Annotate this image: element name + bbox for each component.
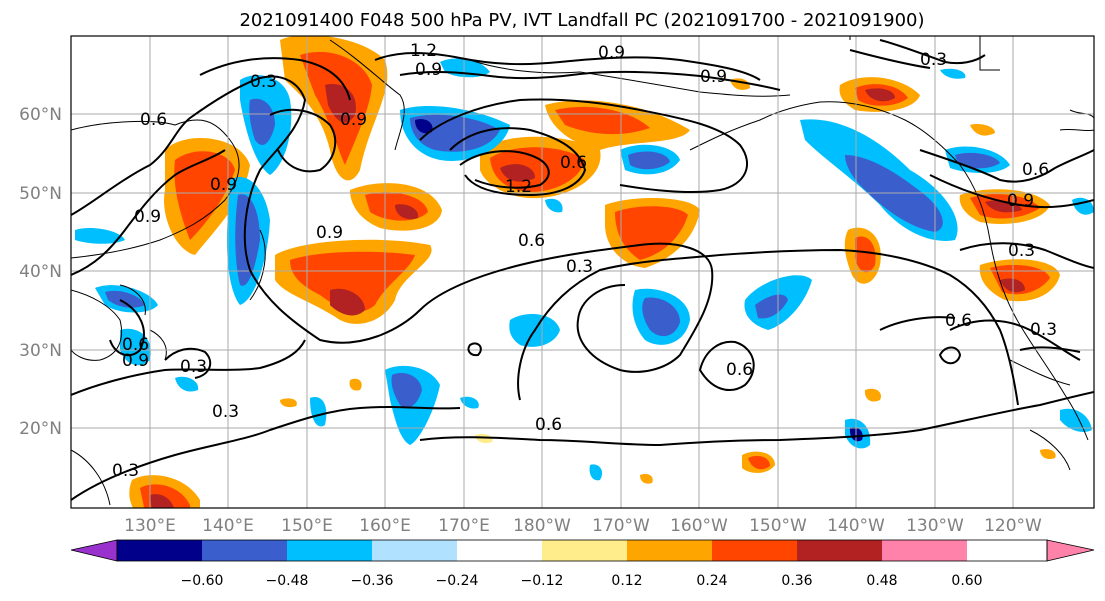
colorbar-segment xyxy=(287,540,372,561)
figure-title: 2021091400 F048 500 hPa PV, IVT Landfall… xyxy=(239,10,924,31)
contour-label: 0.6 xyxy=(140,110,167,130)
lon-label: 180°W xyxy=(513,516,571,536)
colorbar-tick-label: −0.36 xyxy=(351,573,394,589)
colorbar-segment xyxy=(542,540,627,561)
contour-label: 0.3 xyxy=(212,402,239,422)
contour-label: 0.6 xyxy=(560,153,587,173)
contour-label: 0.9 xyxy=(598,43,625,63)
contour-label: 0.9 xyxy=(210,175,237,195)
colorbar-segment xyxy=(797,540,882,561)
lat-label: 30°N xyxy=(19,341,62,361)
contour-label: 0.6 xyxy=(945,311,972,331)
colorbar: −0.60 −0.48 −0.36 −0.24 −0.12 0.12 0.24 … xyxy=(70,539,1095,589)
contour-label: 1.2 xyxy=(410,41,437,61)
contour-label: 0.3 xyxy=(112,461,139,481)
lon-label: 160°W xyxy=(670,516,728,536)
colorbar-segment xyxy=(457,540,542,561)
lon-label: 170°W xyxy=(592,516,650,536)
colorbar-tick-label: −0.24 xyxy=(436,573,479,589)
lon-label: 160°E xyxy=(359,516,411,536)
colorbar-segment xyxy=(372,540,457,561)
contour-label: 0.9 xyxy=(122,351,149,371)
colorbar-tick-label: −0.48 xyxy=(266,573,309,589)
positive-anomaly-fills xyxy=(129,36,1060,508)
contour-label: 0.9 xyxy=(134,207,161,227)
colorbar-outline xyxy=(116,539,1048,562)
colorbar-tick-label: −0.12 xyxy=(521,573,564,589)
contour-label: 0.3 xyxy=(566,257,593,277)
colorbar-segment xyxy=(712,540,797,561)
colorbar-tick-label: −0.60 xyxy=(181,573,224,589)
contour-label: 0.6 xyxy=(1022,160,1049,180)
lon-label: 130°E xyxy=(124,516,176,536)
contour-label: 0.9 xyxy=(415,60,442,80)
contour-label: 0.6 xyxy=(518,231,545,251)
lon-label: 150°E xyxy=(281,516,333,536)
colorbar-ticks: −0.60 −0.48 −0.36 −0.24 −0.12 0.12 0.24 … xyxy=(181,573,983,589)
lat-label: 60°N xyxy=(19,105,62,125)
lat-label: 20°N xyxy=(19,419,62,439)
contour-label: 0.9 xyxy=(316,223,343,243)
colorbar-segment xyxy=(882,540,967,561)
contour-label: 0.9 xyxy=(340,110,367,130)
lat-label: 50°N xyxy=(19,184,62,204)
contour-label: 0.3 xyxy=(1008,241,1035,261)
graticule xyxy=(71,36,1094,508)
contour-label: 0.6 xyxy=(535,415,562,435)
colorbar-extend-low xyxy=(70,539,118,562)
contour-label: 0.9 xyxy=(700,67,727,87)
colorbar-extend-high xyxy=(1046,539,1095,562)
colorbar-tick-label: 0.60 xyxy=(951,573,982,589)
colorbar-tick-label: 0.12 xyxy=(611,573,642,589)
longitude-labels: 130°E 140°E 150°E 160°E 170°E 180°W 170°… xyxy=(124,516,1042,536)
colorbar-segment xyxy=(967,540,1047,561)
colorbar-segment xyxy=(202,540,287,561)
colorbar-tick-label: 0.36 xyxy=(781,573,812,589)
colorbar-segment xyxy=(117,540,202,561)
colorbar-tick-label: 0.48 xyxy=(866,573,897,589)
latitude-labels: 60°N 50°N 40°N 30°N 20°N xyxy=(19,105,62,439)
map-panel: 1.2 0.9 0.9 0.9 0.3 0.3 0.6 0.9 0.9 0.9 … xyxy=(70,35,1095,509)
lon-label: 140°E xyxy=(202,516,254,536)
colorbar-tick-label: 0.24 xyxy=(696,573,727,589)
lon-label: 150°W xyxy=(749,516,807,536)
contour-label: 0.3 xyxy=(920,50,947,70)
contour-label: 1.2 xyxy=(505,177,532,197)
colorbar-segment xyxy=(627,540,712,561)
contour-labels: 1.2 0.9 0.9 0.9 0.3 0.3 0.6 0.9 0.9 0.9 … xyxy=(112,41,1057,481)
lon-label: 170°E xyxy=(438,516,490,536)
contour-label: 0.6 xyxy=(122,335,149,355)
map-frame xyxy=(70,35,1095,509)
contour-label: 0.3 xyxy=(180,357,207,377)
contour-label: 0.6 xyxy=(726,360,753,380)
lat-label: 40°N xyxy=(19,262,62,282)
coastlines xyxy=(71,36,1094,506)
contour-label: 0.3 xyxy=(1030,320,1057,340)
contour-label: 0.3 xyxy=(250,72,277,92)
ivt-contours xyxy=(71,39,1094,501)
lon-label: 140°W xyxy=(827,516,885,536)
lon-label: 130°W xyxy=(906,516,964,536)
contour-label: 0.9 xyxy=(1007,191,1034,211)
lon-label: 120°W xyxy=(984,516,1042,536)
